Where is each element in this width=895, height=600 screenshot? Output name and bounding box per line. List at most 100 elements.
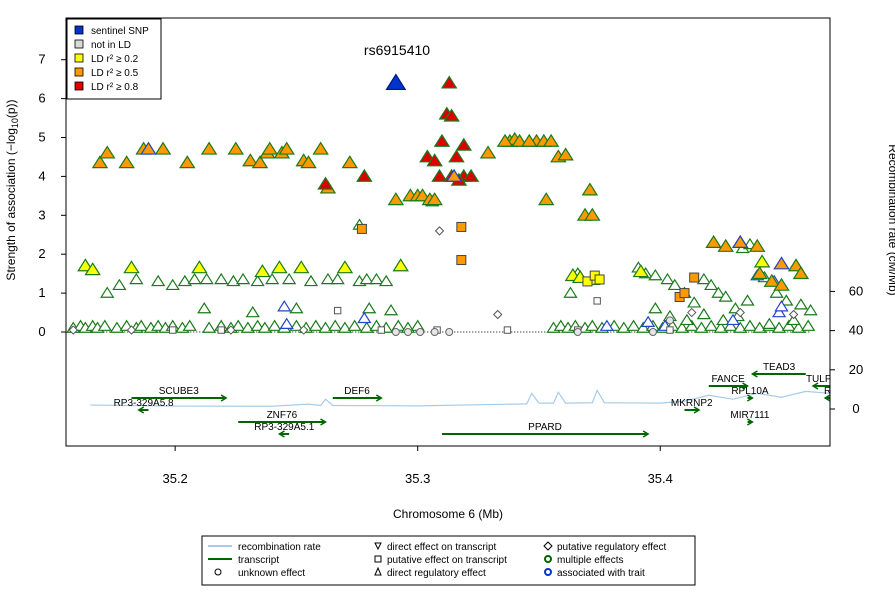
y-tick-label: 1 (38, 285, 45, 300)
transcript-arrow (320, 418, 327, 426)
snp-ld-0.5-square (356, 223, 367, 234)
ld-legend-swatch (74, 25, 84, 35)
snp-not-in-ld (445, 328, 454, 336)
snp-low-ld (151, 274, 166, 287)
snp-ld-0.5 (98, 145, 116, 159)
snp-low-ld (240, 321, 256, 333)
ld-legend-label: LD r² ≥ 0.8 (91, 82, 139, 93)
snp-low-ld (585, 319, 600, 331)
snp-low-ld (718, 290, 733, 302)
snp-low-ld (648, 268, 663, 281)
gene-label-fance: FANCE (711, 374, 745, 385)
transcript-arrow (375, 394, 383, 402)
snp-ld-0.5 (792, 266, 810, 280)
snp-low-ld (347, 319, 362, 331)
bottom-legend-label: recombination rate (238, 542, 321, 553)
snp-low-ld (282, 272, 297, 285)
legend-symbol-trait (544, 568, 552, 576)
bottom-legend-label: multiple effects (557, 555, 624, 566)
transcript-arrow (811, 382, 819, 390)
sentinel-snp (385, 73, 407, 91)
bottom-legend-label: unknown effect (238, 568, 305, 579)
snp-low-ld (674, 321, 690, 333)
snp-low-ld (704, 278, 719, 291)
snp-ld-0.8 (448, 149, 465, 163)
snp-low-ld (636, 321, 651, 333)
snp-ld-0.8 (440, 75, 458, 89)
snp-ld-0.5 (426, 192, 443, 206)
snp-low-ld (250, 319, 265, 331)
snp-ld-0.5 (414, 188, 431, 202)
ld-legend-label: not in LD (91, 40, 131, 51)
snp-low-ld (723, 319, 738, 331)
snp-low-ld-trait (774, 300, 789, 312)
y-tick-label: 7 (38, 52, 45, 67)
legend-symbol-circle (214, 568, 222, 576)
y-tick-label: 6 (38, 91, 45, 106)
snp-low-ld (109, 321, 125, 333)
snp-ld-0.5 (763, 273, 781, 287)
transcript-arrow (742, 382, 749, 390)
gene-label-mir7111: MIR7111 (730, 410, 770, 421)
snp-putative-transcript (377, 326, 386, 334)
snp-low-ld (793, 298, 809, 310)
snp-not-in-ld (416, 328, 425, 336)
snp-ld-0.5 (773, 277, 790, 291)
snp-low-ld (791, 321, 806, 333)
snp-ld-0.2-square (594, 274, 605, 285)
snp-ld-0.5 (261, 141, 278, 155)
snp-low-ld (182, 319, 197, 331)
snp-ld-0.5 (511, 133, 528, 147)
snp-ld-0.5 (251, 155, 269, 169)
snp-low-ld (134, 319, 149, 331)
transcript-arrow (642, 430, 650, 438)
legend-symbol-triangle-down (374, 542, 382, 551)
snp-ld-0.5 (179, 155, 196, 169)
ld-legend-swatch (74, 67, 84, 77)
snp-low-ld-trait (599, 319, 614, 331)
ld-legend-swatch (74, 53, 84, 63)
snp-low-ld (803, 303, 818, 316)
snp-ld-0.8 (455, 137, 473, 151)
snp-low-ld (684, 319, 699, 331)
snp-low-ld (199, 272, 214, 285)
snp-low-ld (97, 319, 112, 331)
snp-low-ld (762, 317, 777, 329)
gene-label-tulp1: TULP1 (806, 374, 838, 385)
y-tick-label: 3 (38, 207, 45, 222)
snp-low-ld (289, 319, 304, 331)
transcript-arrow (747, 418, 754, 426)
bottom-legend-label: direct regulatory effect (387, 568, 486, 579)
snp-ld-0.8 (431, 168, 448, 182)
snp-ld-0.5 (242, 153, 259, 167)
snp-low-ld (648, 302, 663, 314)
snp-ld-0.5 (341, 155, 359, 169)
snp-ld-0.5 (154, 141, 172, 155)
snp-ld-0.8 (356, 168, 373, 182)
x-tick-label: 35.3 (405, 471, 430, 486)
snp-low-ld-trait (771, 305, 787, 318)
snp-ld-0.5 (118, 155, 135, 169)
legend-symbol-multiple (544, 555, 552, 563)
snp-low-ld (318, 321, 333, 333)
snp-low-ld (742, 319, 758, 331)
snp-low-ld (231, 319, 246, 331)
snp-ld-0.5 (557, 147, 574, 161)
ld-legend-label: sentinel SNP (91, 26, 149, 37)
right-tick-label: 0 (852, 401, 859, 416)
snp-low-ld (696, 272, 712, 285)
legend-symbol-diamond (543, 541, 553, 551)
transcript-arrow (747, 394, 754, 402)
snp-low-ld (733, 321, 748, 333)
gene-label-rp3-329a5.8: RP3-329A5.8 (114, 398, 174, 409)
snp-putative-transcript (593, 297, 601, 305)
snp-ld-0.8 (433, 133, 451, 147)
snp-putative-transcript (217, 326, 225, 334)
bottom-legend-label: associated with trait (557, 568, 645, 579)
snp-ld-0.2 (293, 260, 310, 274)
transcript-arrow (277, 430, 285, 438)
snp-low-ld (752, 321, 767, 333)
snp-low-ld (563, 286, 578, 298)
snp-ld-0.5 (521, 133, 538, 147)
transcript-arrow (693, 406, 701, 414)
